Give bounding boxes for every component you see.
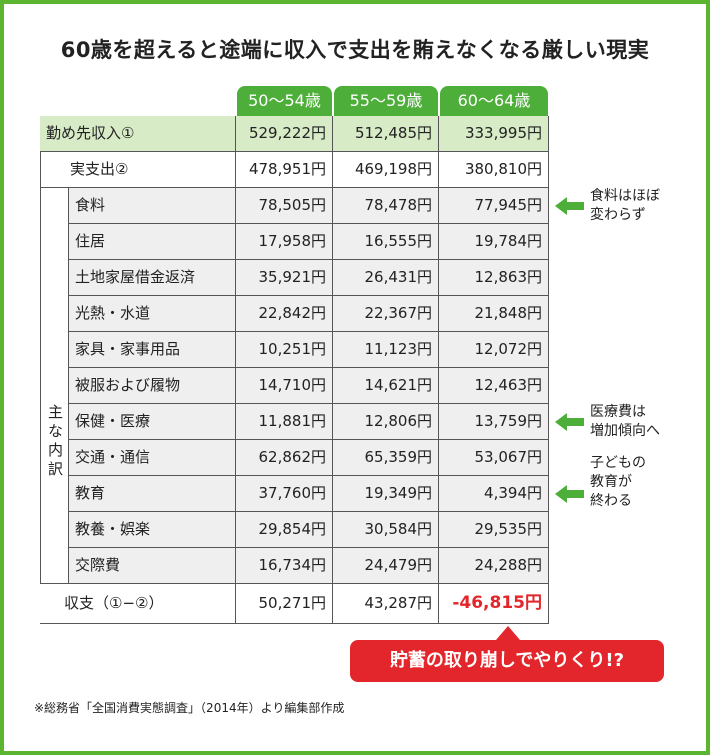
breakdown-value: 4,394円 bbox=[439, 476, 549, 512]
breakdown-label: 家具・家事用品 bbox=[69, 332, 236, 368]
breakdown-value: 22,367円 bbox=[333, 296, 439, 332]
title: 60歳を超えると途端に収入で支出を賄えなくなる厳しい現実 bbox=[60, 38, 650, 62]
income-label: 勤め先収入① bbox=[40, 116, 236, 152]
breakdown-label: 光熱・水道 bbox=[69, 296, 236, 332]
expenditure-value: 380,810円 bbox=[439, 152, 549, 188]
breakdown-value: 12,072円 bbox=[439, 332, 549, 368]
arrow bbox=[555, 197, 584, 215]
breakdown-value: 12,806円 bbox=[333, 404, 439, 440]
annotation: 増加傾向へ bbox=[590, 423, 660, 439]
breakdown-value: 37,760円 bbox=[236, 476, 333, 512]
expenditure-value: 478,951円 bbox=[236, 152, 333, 188]
breakdown-value: 65,359円 bbox=[333, 440, 439, 476]
breakdown-value: 78,505円 bbox=[236, 188, 333, 224]
callout-pointer bbox=[496, 626, 520, 640]
breakdown-value: 14,710円 bbox=[236, 368, 333, 404]
column-header: 55～59歳 bbox=[334, 86, 438, 116]
breakdown-value: 10,251円 bbox=[236, 332, 333, 368]
annotation: 食料はほぼ bbox=[590, 188, 660, 204]
breakdown-value: 24,479円 bbox=[333, 548, 439, 584]
income-value: 333,995円 bbox=[439, 116, 549, 152]
breakdown-value: 13,759円 bbox=[439, 404, 549, 440]
breakdown-label: 交通・通信 bbox=[69, 440, 236, 476]
balance-value: -46,815円 bbox=[439, 584, 549, 624]
breakdown-value: 16,734円 bbox=[236, 548, 333, 584]
breakdown-value: 24,288円 bbox=[439, 548, 549, 584]
breakdown-value: 30,584円 bbox=[333, 512, 439, 548]
expenditure-label: 実支出② bbox=[40, 152, 236, 188]
breakdown-value: 14,621円 bbox=[333, 368, 439, 404]
breakdown-value: 29,535円 bbox=[439, 512, 549, 548]
annotation: 子どもの bbox=[590, 454, 646, 471]
breakdown-value: 16,555円 bbox=[333, 224, 439, 260]
breakdown-value: 53,067円 bbox=[439, 440, 549, 476]
breakdown-value: 77,945円 bbox=[439, 188, 549, 224]
breakdown-value: 12,863円 bbox=[439, 260, 549, 296]
breakdown-value: 19,784円 bbox=[439, 224, 549, 260]
source-note: ※総務省「全国消費実態調査」（2014年）より編集部作成 bbox=[34, 701, 345, 715]
annotation: 教育が bbox=[590, 473, 632, 490]
decorations bbox=[496, 197, 584, 640]
balance-label: 収支（①−②） bbox=[40, 584, 236, 624]
income-value: 512,485円 bbox=[333, 116, 439, 152]
breakdown-value: 29,854円 bbox=[236, 512, 333, 548]
column-header: 50～54歳 bbox=[237, 86, 332, 116]
breakdown-label: 住居 bbox=[69, 224, 236, 260]
income-value: 529,222円 bbox=[236, 116, 333, 152]
breakdown-label: 土地家屋借金返済 bbox=[69, 260, 236, 296]
annotation: 医療費は bbox=[590, 404, 646, 420]
breakdown-label: 教養・娯楽 bbox=[69, 512, 236, 548]
breakdown-value: 11,123円 bbox=[333, 332, 439, 368]
arrow bbox=[555, 413, 584, 431]
breakdown-label: 保健・医療 bbox=[69, 404, 236, 440]
breakdown-label: 教育 bbox=[69, 476, 236, 512]
breakdown-value: 35,921円 bbox=[236, 260, 333, 296]
balance-value: 50,271円 bbox=[236, 584, 333, 624]
breakdown-value: 12,463円 bbox=[439, 368, 549, 404]
breakdown-value: 17,958円 bbox=[236, 224, 333, 260]
breakdown-label: 主な内訳 bbox=[40, 188, 69, 584]
breakdown-label: 交際費 bbox=[69, 548, 236, 584]
annotation: 変わらず bbox=[590, 207, 646, 223]
breakdown-value: 78,478円 bbox=[333, 188, 439, 224]
breakdown-value: 21,848円 bbox=[439, 296, 549, 332]
breakdown-label: 被服および履物 bbox=[69, 368, 236, 404]
breakdown-value: 22,842円 bbox=[236, 296, 333, 332]
arrow bbox=[555, 485, 584, 503]
breakdown-value: 19,349円 bbox=[333, 476, 439, 512]
breakdown-value: 26,431円 bbox=[333, 260, 439, 296]
balance-value: 43,287円 bbox=[333, 584, 439, 624]
callout: 貯蓄の取り崩しでやりくり!? bbox=[350, 640, 664, 682]
breakdown-value: 11,881円 bbox=[236, 404, 333, 440]
annotation: 終わる bbox=[590, 492, 632, 509]
expenditure-value: 469,198円 bbox=[333, 152, 439, 188]
breakdown-value: 62,862円 bbox=[236, 440, 333, 476]
column-header: 60～64歳 bbox=[440, 86, 548, 116]
breakdown-label: 食料 bbox=[69, 188, 236, 224]
